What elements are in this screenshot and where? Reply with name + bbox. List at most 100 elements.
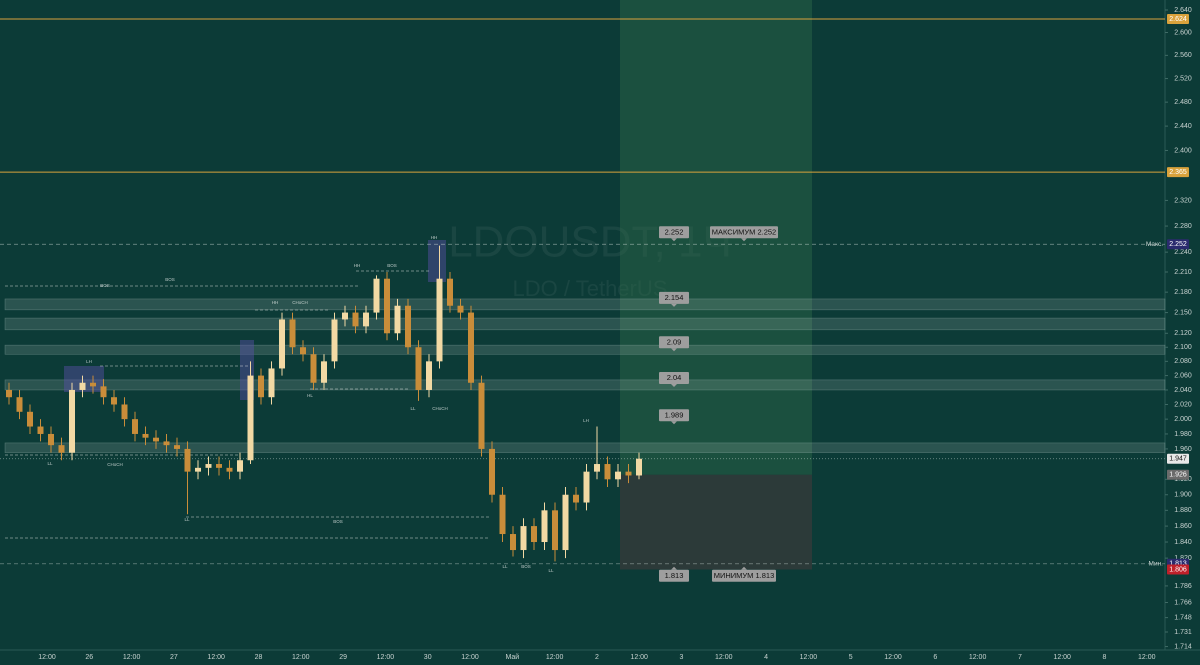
y-tick-label: 1.714 [1174,643,1192,650]
x-tick-label: 12:00 [38,654,56,661]
callout-pointer [671,566,677,570]
price-tag [1167,469,1189,480]
x-tick-label: 12:00 [800,654,818,661]
annotation: LH [583,418,589,423]
min-box [712,569,776,582]
candle-body [184,448,191,472]
candle-body [289,319,296,348]
max-pointer [741,238,747,242]
max-label: МАКСИМУМ 2.252 [712,227,776,236]
callout-box [659,569,689,582]
candle-body [331,319,338,362]
x-tick-label: 2 [595,654,599,661]
candle-body [552,510,558,551]
callout-label: 1.813 [665,571,684,580]
annotation: BOS [100,283,110,288]
candle-body [321,361,327,383]
candle-body [279,319,285,369]
candle-body [237,460,243,472]
price-tag-label: 2.624 [1169,16,1187,23]
watermark-subtitle: LDO / TetherUS [513,276,668,301]
watermark-title: LDOUSDT, 1Ч [448,218,732,267]
candle-body [205,464,212,468]
candle-body [90,382,96,387]
candle-body [373,278,380,313]
annotation: BOS [165,277,175,282]
candle-body [636,458,642,476]
y-tick-label: 2.040 [1174,387,1192,394]
x-tick-label: 12:00 [123,654,141,661]
candle-body [573,494,579,503]
price-tag [1167,564,1189,575]
annotation: CHoCH [107,462,123,467]
x-tick-label: 7 [1018,654,1022,661]
y-tick-label: 2.000 [1174,416,1192,423]
y-tick-label: 1.766 [1174,599,1192,606]
price-tag-label: 1.813 [1169,561,1187,568]
candle-body [342,312,348,320]
y-tick-label: 2.210 [1174,269,1192,276]
candle-body [415,347,422,390]
candle-body [384,278,390,334]
annotation: LL [502,564,508,569]
zone [4,298,1166,311]
candle-body [16,397,23,412]
candle-body [405,305,411,348]
annotation: BOS [387,263,397,268]
y-tick-label: 2.100 [1174,344,1192,351]
price-tag [1167,13,1189,24]
price-tag-label: 1.926 [1169,472,1187,479]
candle-body [541,510,548,543]
x-tick-label: 12:00 [884,654,902,661]
x-tick-label: 12:00 [630,654,648,661]
y-tick-label: 1.960 [1174,446,1192,453]
y-tick-label: 2.640 [1174,7,1192,14]
candle-body [100,386,107,398]
y-tick-label: 1.980 [1174,431,1192,438]
candle-body [363,312,369,327]
x-tick-label: 12:00 [969,654,987,661]
candle-body [216,464,222,468]
x-tick-label: 28 [255,654,263,661]
candle-body [510,534,516,551]
y-tick-label: 1.900 [1174,492,1192,499]
y-tick-label: 1.880 [1174,507,1192,514]
y-tick-label: 1.860 [1174,523,1192,530]
annotation: HL [307,393,313,398]
x-tick-label: 12:00 [207,654,225,661]
candle-body [79,382,86,390]
y-tick-label: 2.400 [1174,147,1192,154]
x-tick-label: 12:00 [1053,654,1071,661]
callout-box [659,409,689,422]
candle-body [499,494,506,535]
y-tick-label: 1.748 [1174,614,1192,621]
callout-pointer [671,238,677,242]
candle-body [615,471,621,480]
candle-body [268,368,275,398]
callout-label: 2.09 [667,337,682,346]
x-tick-label: 6 [933,654,937,661]
annotation: LL [548,568,554,573]
y-tick-label: 1.731 [1174,629,1192,636]
callout-label: 1.989 [665,410,684,419]
candle-body [562,494,569,551]
y-tick-label: 2.440 [1174,123,1192,130]
price-tag-label: 1.806 [1169,566,1187,573]
price-tag-name: Макс. [1146,241,1163,248]
callout-pointer [671,383,677,387]
y-tick-label: 2.080 [1174,358,1192,365]
candle-body [69,389,75,453]
zone [4,344,1166,355]
annotation: LH [86,359,92,364]
candle-body [226,467,233,472]
annotation: HH [354,263,361,268]
candle-body [604,464,611,480]
candle-body [153,437,159,442]
candle-body [520,526,527,551]
y-tick-label: 2.480 [1174,99,1192,106]
min-pointer [741,566,747,570]
callout-label: 2.04 [667,373,682,382]
candle-body [142,433,149,438]
zone [4,442,1166,453]
y-tick-label: 2.150 [1174,309,1192,316]
